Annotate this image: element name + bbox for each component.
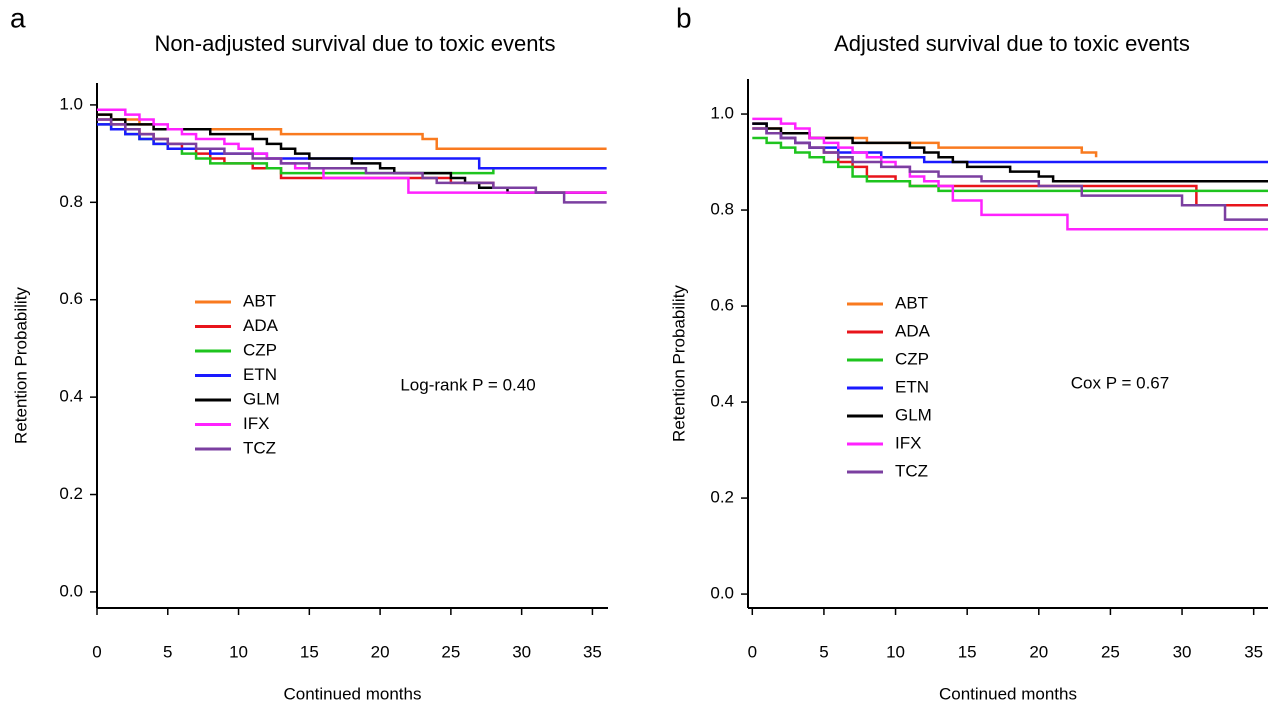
x-tick-label: 5 bbox=[819, 642, 828, 661]
legend-label: ABT bbox=[895, 293, 928, 312]
legend-label: ABT bbox=[243, 291, 276, 310]
legend-label: TCZ bbox=[895, 461, 928, 480]
legend-label: IFX bbox=[243, 414, 269, 433]
legend-label: GLM bbox=[243, 389, 280, 408]
y-tick-label: 0.0 bbox=[710, 584, 734, 603]
x-tick-label: 10 bbox=[886, 642, 905, 661]
panel-letter: a bbox=[10, 2, 26, 33]
y-tick-label: 0.4 bbox=[710, 392, 734, 411]
x-tick-label: 0 bbox=[92, 642, 101, 661]
legend-label: ADA bbox=[243, 316, 279, 335]
x-tick-label: 10 bbox=[229, 642, 248, 661]
x-tick-label: 15 bbox=[958, 642, 977, 661]
legend-label: ADA bbox=[895, 321, 931, 340]
chart-title: Adjusted survival due to toxic events bbox=[834, 31, 1190, 56]
y-tick-label: 0.2 bbox=[59, 484, 83, 503]
x-tick-label: 30 bbox=[1173, 642, 1192, 661]
x-tick-label: 35 bbox=[1244, 642, 1263, 661]
legend-label: CZP bbox=[243, 340, 277, 359]
annotation: Log-rank P = 0.40 bbox=[400, 375, 535, 394]
legend-label: IFX bbox=[895, 433, 921, 452]
x-tick-label: 25 bbox=[441, 642, 460, 661]
y-tick-label: 0.4 bbox=[59, 387, 83, 406]
survival-line bbox=[97, 113, 607, 194]
legend-label: TCZ bbox=[243, 438, 276, 457]
annotation: Cox P = 0.67 bbox=[1071, 373, 1169, 392]
x-tick-label: 30 bbox=[512, 642, 531, 661]
x-axis-label: Continued months bbox=[939, 684, 1077, 703]
y-tick-label: 0.8 bbox=[59, 192, 83, 211]
panel-letter: b bbox=[676, 2, 692, 33]
legend-label: CZP bbox=[895, 349, 929, 368]
y-tick-label: 1.0 bbox=[59, 94, 83, 113]
x-tick-label: 25 bbox=[1101, 642, 1120, 661]
y-tick-label: 0.8 bbox=[710, 200, 734, 219]
x-tick-label: 35 bbox=[583, 642, 602, 661]
legend-label: ETN bbox=[895, 377, 929, 396]
legend-label: GLM bbox=[895, 405, 932, 424]
x-tick-label: 20 bbox=[1029, 642, 1048, 661]
x-tick-label: 5 bbox=[163, 642, 172, 661]
x-tick-label: 0 bbox=[748, 642, 757, 661]
chart-title: Non-adjusted survival due to toxic event… bbox=[154, 31, 555, 56]
survival-line bbox=[752, 136, 1268, 193]
y-axis-label: Retention Probability bbox=[669, 285, 688, 442]
survival-line bbox=[97, 108, 607, 194]
y-tick-label: 0.6 bbox=[710, 296, 734, 315]
y-tick-label: 0.2 bbox=[710, 488, 734, 507]
x-axis-label: Continued months bbox=[284, 684, 422, 703]
survival-line bbox=[97, 118, 607, 204]
y-tick-label: 0.6 bbox=[59, 289, 83, 308]
survival-line bbox=[752, 127, 1268, 221]
x-tick-label: 15 bbox=[300, 642, 319, 661]
y-tick-label: 0.0 bbox=[59, 581, 83, 600]
y-tick-label: 1.0 bbox=[710, 104, 734, 123]
x-tick-label: 20 bbox=[371, 642, 390, 661]
survival-line bbox=[752, 117, 1268, 231]
y-axis-label: Retention Probability bbox=[11, 287, 30, 444]
legend-label: ETN bbox=[243, 365, 277, 384]
